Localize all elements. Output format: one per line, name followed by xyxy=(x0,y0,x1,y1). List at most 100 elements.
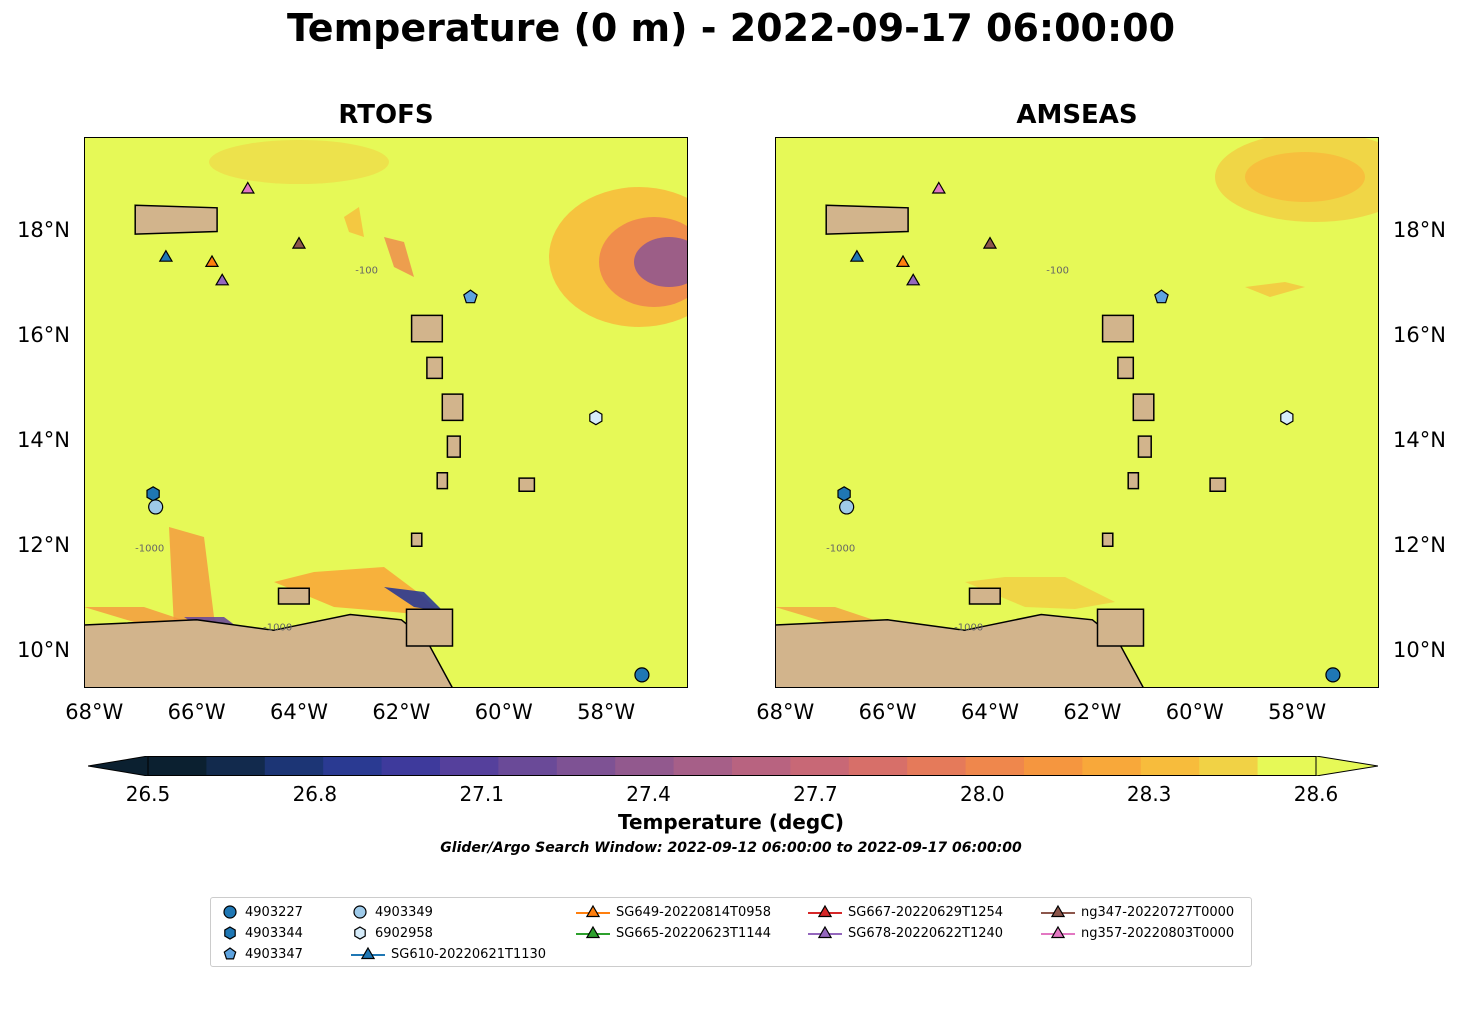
marker-SG649-20220814T0958[interactable] xyxy=(895,254,911,267)
marker-4903344[interactable] xyxy=(837,486,851,502)
land-south-america xyxy=(775,613,1145,688)
legend-item: 4903347 xyxy=(221,946,303,962)
colorbar-segment xyxy=(1199,756,1259,776)
land-trinidad xyxy=(1096,608,1145,647)
y-tick-label: 12°N xyxy=(17,533,70,558)
land-st-lucia xyxy=(1137,435,1152,458)
marker-4903344[interactable] xyxy=(146,486,160,502)
legend-item: 4903349 xyxy=(351,904,433,920)
colorbar-segment xyxy=(381,756,441,776)
x-tick-label: 62°W xyxy=(372,700,431,724)
marker-6902958[interactable] xyxy=(589,410,603,426)
contour-label: -1000 xyxy=(135,544,164,555)
colorbar-segment xyxy=(323,756,383,776)
legend-marker-icon xyxy=(351,946,385,960)
colorbar-tick-label: 26.8 xyxy=(292,782,338,806)
land-south-america xyxy=(84,613,454,688)
marker-SG678-20220622T1240[interactable] xyxy=(215,273,230,286)
land-margarita xyxy=(277,587,310,605)
land-grenada xyxy=(1101,532,1114,548)
x-tick-label: 58°W xyxy=(577,700,636,724)
map-frame xyxy=(775,137,1379,688)
panel-title-amseas: AMSEAS xyxy=(1016,100,1138,130)
y-tick-label: 16°N xyxy=(17,323,70,348)
marker-4903227[interactable] xyxy=(634,667,650,683)
colorbar-segment xyxy=(498,756,558,776)
legend-label: SG665-20220623T1144 xyxy=(616,925,772,941)
x-tick-label: 68°W xyxy=(756,700,815,724)
marker-ng357-20220803T0000[interactable] xyxy=(240,181,255,194)
map-frame xyxy=(84,137,688,688)
marker-ng357-20220803T0000[interactable] xyxy=(931,181,946,194)
legend-label: SG678-20220622T1240 xyxy=(848,925,1004,941)
legend-label: ng357-20220803T0000 xyxy=(1081,925,1235,941)
x-tick-label: 60°W xyxy=(1165,700,1224,724)
colorbar-segment xyxy=(148,756,207,776)
map-panel-amseas[interactable]: -100 -1000 -1000 xyxy=(775,137,1379,688)
legend-item: 4903227 xyxy=(221,904,303,920)
land-trinidad xyxy=(405,608,454,647)
legend-label: ng347-20220727T0000 xyxy=(1081,904,1235,920)
marker-4903347[interactable] xyxy=(1154,289,1169,304)
figure-title: Temperature (0 m) - 2022-09-17 06:00:00 xyxy=(286,6,1176,50)
marker-SG649-20220814T0958[interactable] xyxy=(204,254,220,267)
legend-item: 6902958 xyxy=(351,925,433,941)
legend-marker-icon xyxy=(808,925,842,939)
colorbar-segment xyxy=(615,756,675,776)
legend-marker-icon xyxy=(576,925,610,939)
marker-SG610-20220621T1130[interactable] xyxy=(849,249,865,262)
y-tick-label: 18°N xyxy=(1393,218,1446,243)
legend-marker-icon xyxy=(223,905,237,919)
marker-4903347[interactable] xyxy=(463,289,478,304)
x-tick-label: 60°W xyxy=(474,700,533,724)
temperature-field xyxy=(775,137,1379,627)
colorbar-segment xyxy=(907,756,967,776)
x-tick-label: 58°W xyxy=(1268,700,1327,724)
colorbar xyxy=(87,755,1379,780)
marker-4903349[interactable] xyxy=(839,499,855,515)
legend-item: SG649-20220814T0958 xyxy=(576,904,771,920)
marker-6902958[interactable] xyxy=(1280,410,1294,426)
legend-marker-icon xyxy=(1041,925,1075,939)
colorbar-segment xyxy=(440,756,499,776)
colorbar-tick-label: 27.1 xyxy=(459,782,504,806)
land-dominica xyxy=(1117,356,1135,380)
land-martinique xyxy=(1132,393,1155,422)
legend-item: SG665-20220623T1144 xyxy=(576,925,771,941)
legend-label: 6902958 xyxy=(375,925,433,941)
legend-marker-icon xyxy=(353,905,367,919)
x-tick-label: 66°W xyxy=(858,700,917,724)
marker-ng347-20220727T0000[interactable] xyxy=(982,236,998,249)
amseas-map-svg: -100 -1000 -1000 xyxy=(775,137,1379,688)
colorbar-segment xyxy=(1257,756,1317,776)
land-guadeloupe xyxy=(1101,314,1135,343)
colorbar-segment xyxy=(1140,756,1200,776)
legend-item: SG667-20220629T1254 xyxy=(808,904,1003,920)
marker-SG678-20220622T1240[interactable] xyxy=(906,273,921,286)
land: -100 -1000 -1000 xyxy=(84,204,536,688)
legend-marker-icon xyxy=(224,926,236,940)
x-tick-label: 64°W xyxy=(960,700,1019,724)
colorbar-segment xyxy=(206,756,266,776)
colorbar-segment xyxy=(673,756,733,776)
x-tick-label: 64°W xyxy=(269,700,328,724)
legend-marker-icon xyxy=(1041,904,1075,918)
legend-marker-icon xyxy=(354,926,366,940)
marker-4903227[interactable] xyxy=(1325,667,1341,683)
colorbar-segment xyxy=(790,756,850,776)
map-panel-rtofs[interactable]: -100 -1000 -1000 xyxy=(84,137,688,688)
legend-label: SG649-20220814T0958 xyxy=(616,904,772,920)
x-tick-label: 66°W xyxy=(167,700,226,724)
y-tick-label: 16°N xyxy=(1393,323,1446,348)
contour-label: -1000 xyxy=(954,622,983,633)
legend-item: 4903344 xyxy=(221,925,303,941)
legend-item: ng357-20220803T0000 xyxy=(1041,925,1234,941)
land-st-vincent xyxy=(436,472,449,490)
marker-ng347-20220727T0000[interactable] xyxy=(291,236,307,249)
land-puerto-rico xyxy=(134,204,218,235)
colorbar-tick-label: 28.3 xyxy=(1126,782,1172,806)
colorbar-segment xyxy=(556,756,616,776)
contour-label: -100 xyxy=(355,265,378,276)
marker-SG610-20220621T1130[interactable] xyxy=(158,249,174,262)
marker-4903349[interactable] xyxy=(148,499,164,515)
